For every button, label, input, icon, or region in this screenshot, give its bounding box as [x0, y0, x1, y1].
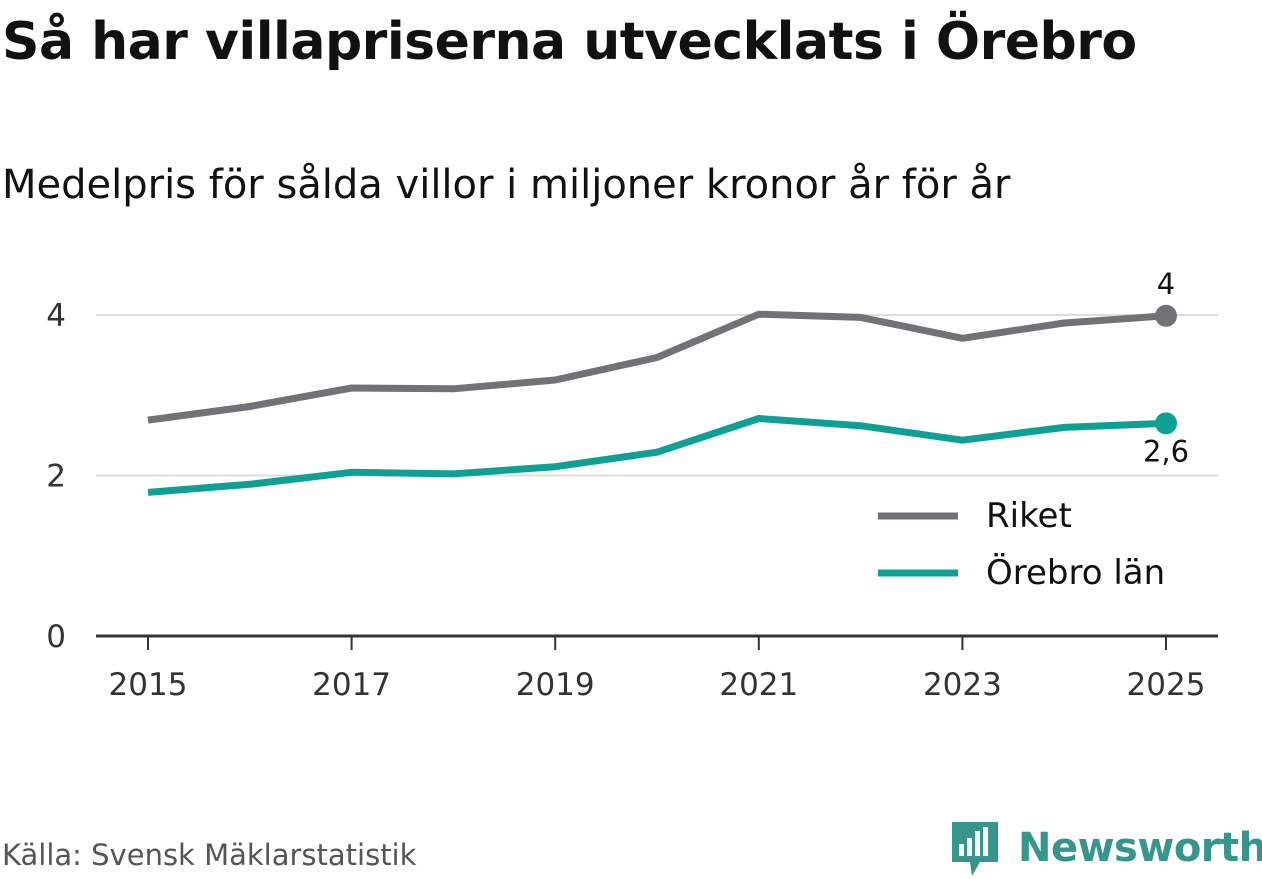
x-tick-label-2021: 2021	[719, 667, 798, 703]
series-end-marker--rebro-l-n	[1155, 412, 1177, 435]
x-tick-label-2017: 2017	[312, 667, 391, 703]
x-tick-label-2023: 2023	[923, 667, 1002, 703]
series-end-marker-riket	[1155, 304, 1177, 327]
source-note: Källa: Svensk Mäklarstatistik	[2, 838, 417, 872]
end-label-riket: 4	[1157, 267, 1175, 301]
series-line-riket	[147, 310, 1167, 424]
series-line--rebro-l-n	[147, 415, 1167, 496]
x-tick-label-2015: 2015	[109, 667, 188, 703]
legend-label--rebro-l-n: Örebro län	[986, 552, 1165, 593]
y-tick-label-4: 4	[46, 298, 66, 334]
chart-subtitle: Medelpris för sålda villor i miljoner kr…	[2, 162, 1011, 208]
x-tick-label-2025: 2025	[1127, 667, 1206, 703]
y-tick-label-2: 2	[46, 459, 66, 495]
newsworthy-logo-icon	[952, 822, 998, 876]
brand-name: Newsworthy	[1018, 825, 1262, 871]
y-tick-label-0: 0	[46, 619, 66, 655]
end-label--rebro-l-n: 2,6	[1143, 434, 1189, 468]
x-tick-label-2019: 2019	[516, 667, 595, 703]
chart-title: Så har villapriserna utvecklats i Örebro	[2, 12, 1137, 72]
legend-label-riket: Riket	[986, 496, 1072, 536]
newsworthy-logo: Newsworthy	[950, 818, 1262, 878]
